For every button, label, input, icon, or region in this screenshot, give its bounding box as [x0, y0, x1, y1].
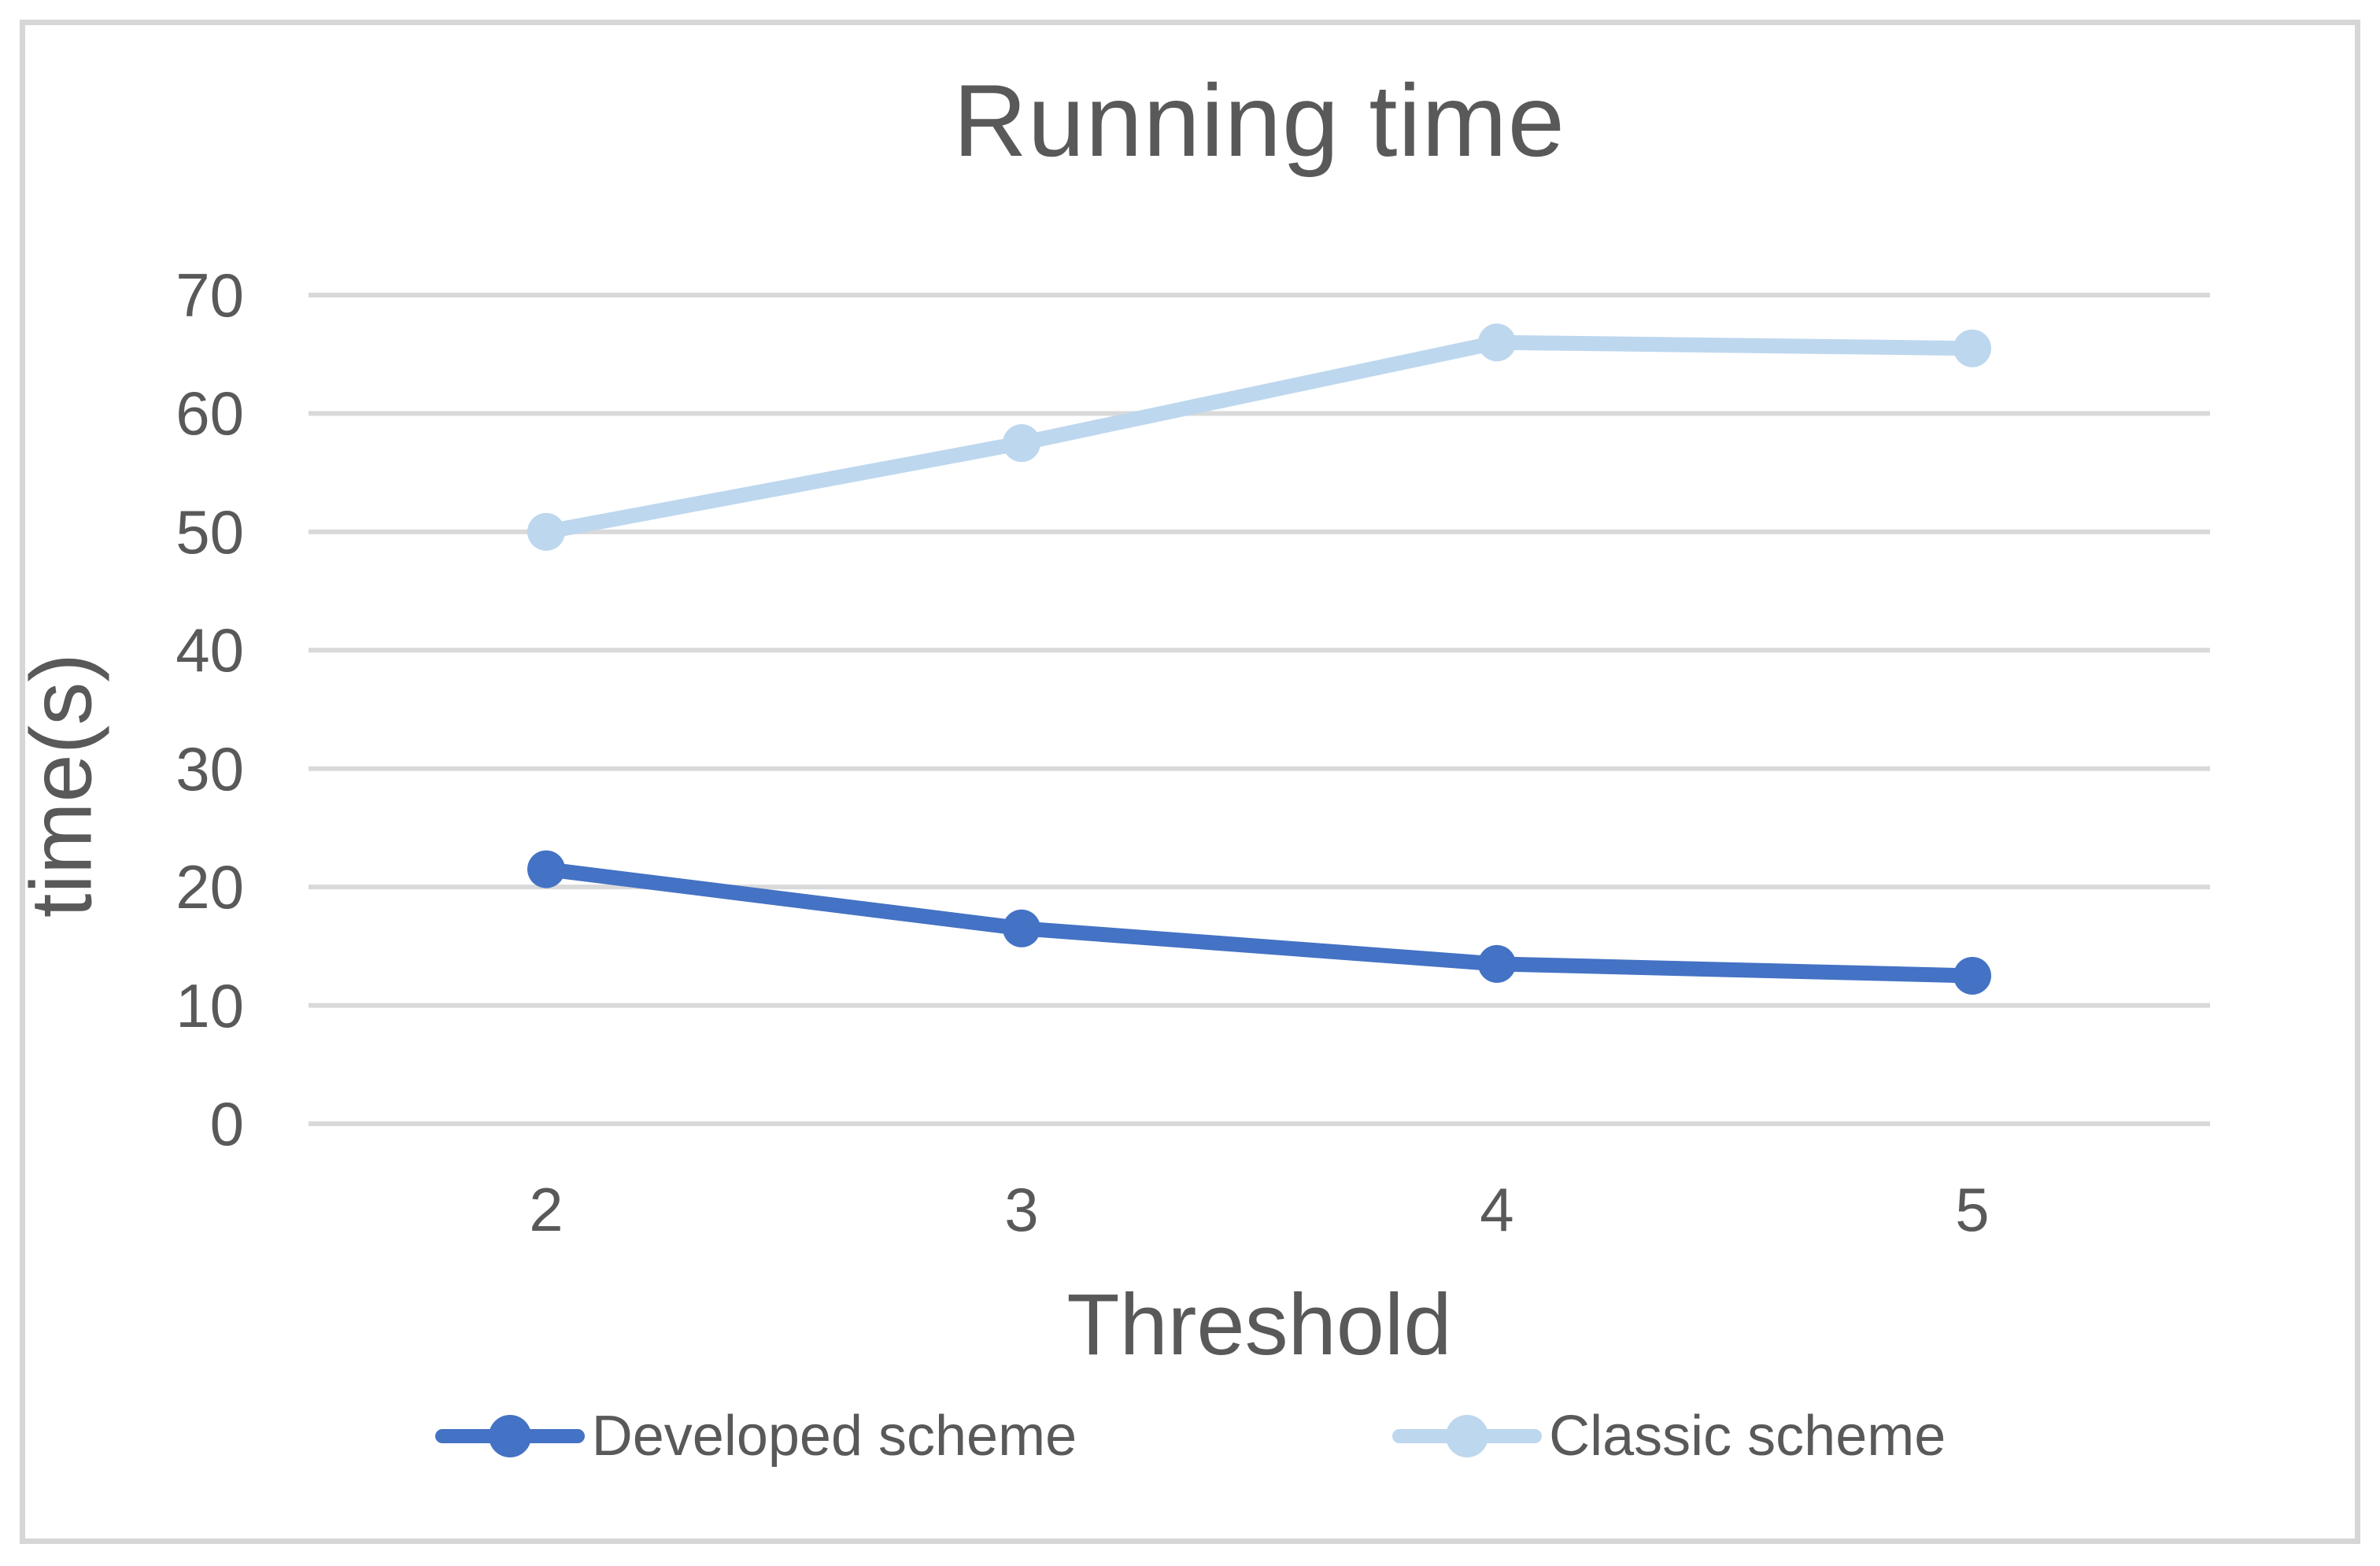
y-tick-label: 40: [176, 615, 244, 685]
legend-item-classic-scheme: Classic scheme: [1391, 1398, 1946, 1474]
legend-label: Classic scheme: [1549, 1405, 1946, 1468]
legend-marker: [1446, 1415, 1489, 1457]
legend-line-marker-icon: [1392, 1415, 1543, 1457]
y-tick-label: 20: [176, 852, 244, 922]
x-tick-label: 3: [1004, 1175, 1039, 1244]
chart-legend: Developed scheme Classic scheme: [0, 1387, 2380, 1486]
legend-marker: [488, 1415, 531, 1457]
legend-line-marker-icon: [434, 1415, 585, 1457]
x-tick-label: 5: [1955, 1175, 1990, 1244]
x-tick-label: 2: [529, 1175, 564, 1244]
legend-item-developed-scheme: Developed scheme: [434, 1398, 1077, 1474]
chart-title: Running time: [953, 63, 1565, 178]
y-tick-label: 10: [176, 970, 244, 1040]
data-point-classic-scheme: [527, 512, 565, 551]
x-tick-label: 4: [1480, 1175, 1514, 1244]
chart-frame: [20, 20, 2360, 1544]
y-tick-label: 30: [176, 733, 244, 803]
legend-label: Developed scheme: [591, 1405, 1077, 1468]
y-tick-label: 60: [176, 379, 244, 449]
y-tick-label: 50: [176, 497, 244, 567]
y-tick-label: 0: [209, 1089, 244, 1158]
y-tick-label: 70: [176, 260, 244, 330]
data-point-classic-scheme: [1478, 323, 1516, 362]
data-point-developed-scheme: [1003, 909, 1040, 947]
data-point-developed-scheme: [1478, 944, 1516, 983]
series-line-developed-scheme: [538, 862, 1980, 984]
data-point-classic-scheme: [1003, 424, 1040, 463]
data-point-classic-scheme: [1953, 329, 1991, 367]
x-axis-title: Threshold: [1066, 1276, 1452, 1373]
data-point-developed-scheme: [1953, 956, 1991, 995]
data-point-developed-scheme: [527, 850, 565, 888]
series-line-classic-scheme: [538, 334, 1980, 540]
